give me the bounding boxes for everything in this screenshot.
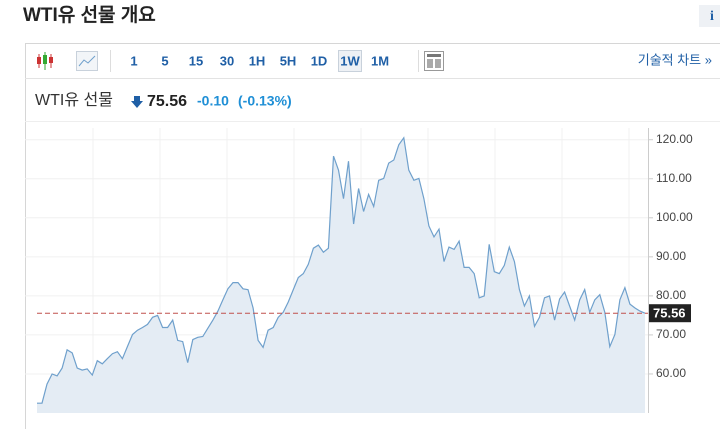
interval-button[interactable]: 1M — [371, 53, 389, 68]
interval-button[interactable]: 1 — [130, 53, 137, 68]
y-tick-label: 110.00 — [656, 171, 692, 185]
quote-change: -0.10 — [197, 93, 229, 109]
page-title: WTI유 선물 개요 — [23, 4, 156, 26]
interval-button[interactable]: 1D — [311, 53, 328, 68]
y-tick-label: 100.00 — [656, 210, 693, 224]
widget-frame — [25, 43, 720, 429]
y-tick-label: 70.00 — [656, 327, 686, 341]
interval-button[interactable]: 1W — [340, 53, 360, 68]
last-price-label: 75.56 — [653, 306, 686, 321]
technical-chart-link[interactable]: 기술적 차트 » — [638, 52, 712, 67]
interval-button[interactable]: 1H — [249, 53, 266, 68]
info-icon[interactable]: i — [710, 9, 714, 24]
quote-change-pct: (-0.13%) — [238, 93, 292, 109]
interval-button[interactable]: 5 — [161, 53, 168, 68]
info-button[interactable] — [699, 5, 720, 27]
active-interval — [338, 50, 362, 72]
down-arrow — [131, 96, 143, 108]
candle-icon[interactable] — [37, 52, 53, 70]
quote-name: WTI유 선물 — [35, 91, 113, 109]
price-line — [37, 136, 646, 404]
interval-button[interactable]: 30 — [220, 53, 234, 68]
area-icon[interactable] — [76, 51, 98, 71]
last-price-box — [649, 304, 691, 323]
interval-button[interactable]: 15 — [189, 53, 203, 68]
y-tick-label: 80.00 — [656, 288, 686, 302]
layout-icon[interactable] — [424, 51, 444, 71]
y-tick-label: 60.00 — [656, 366, 686, 380]
quote-price: 75.56 — [147, 93, 187, 110]
y-tick-label: 90.00 — [656, 249, 686, 263]
area-fill — [37, 137, 645, 414]
y-tick-label: 120.00 — [656, 132, 693, 146]
interval-button[interactable]: 5H — [280, 53, 297, 68]
